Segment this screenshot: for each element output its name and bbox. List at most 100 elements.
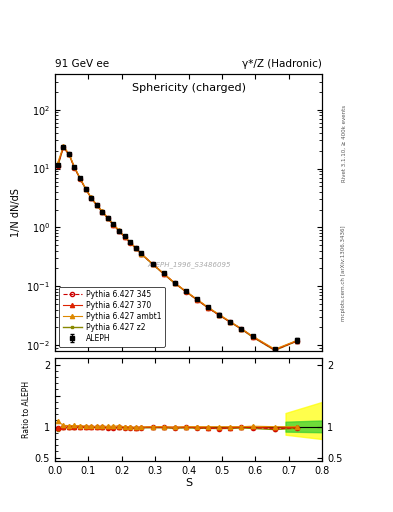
Pythia 6.427 ambt1	[78, 175, 83, 181]
Pythia 6.427 370	[105, 215, 110, 221]
Pythia 6.427 ambt1	[172, 280, 177, 286]
Pythia 6.427 370	[100, 209, 105, 215]
Pythia 6.427 345	[228, 319, 233, 325]
Pythia 6.427 345	[184, 288, 188, 294]
Pythia 6.427 345	[72, 164, 77, 170]
Pythia 6.427 ambt1	[295, 337, 299, 344]
Pythia 6.427 345	[150, 261, 155, 267]
Legend: Pythia 6.427 345, Pythia 6.427 370, Pythia 6.427 ambt1, Pythia 6.427 z2, ALEPH: Pythia 6.427 345, Pythia 6.427 370, Pyth…	[59, 287, 165, 347]
Pythia 6.427 z2	[150, 261, 155, 267]
Pythia 6.427 ambt1	[150, 261, 155, 267]
Pythia 6.427 ambt1	[89, 195, 94, 201]
Pythia 6.427 345	[217, 312, 222, 318]
Pythia 6.427 370	[272, 347, 277, 353]
Pythia 6.427 370	[55, 162, 60, 168]
Pythia 6.427 345	[239, 326, 244, 332]
Pythia 6.427 z2	[117, 228, 121, 234]
Pythia 6.427 345	[128, 240, 132, 246]
Pythia 6.427 370	[94, 202, 99, 208]
Pythia 6.427 ambt1	[272, 346, 277, 352]
Pythia 6.427 370	[239, 326, 244, 332]
Pythia 6.427 370	[250, 333, 255, 339]
Pythia 6.427 345	[55, 162, 60, 168]
Pythia 6.427 345	[295, 338, 299, 344]
Pythia 6.427 z2	[184, 289, 188, 295]
Pythia 6.427 345	[105, 215, 110, 221]
Pythia 6.427 z2	[83, 186, 88, 192]
Pythia 6.427 345	[78, 176, 83, 182]
Y-axis label: Ratio to ALEPH: Ratio to ALEPH	[22, 381, 31, 438]
Pythia 6.427 345	[172, 280, 177, 286]
Line: Pythia 6.427 345: Pythia 6.427 345	[55, 145, 299, 352]
Pythia 6.427 370	[134, 245, 138, 251]
Pythia 6.427 ambt1	[139, 250, 143, 257]
Pythia 6.427 z2	[139, 251, 143, 257]
Text: ALEPH_1996_S3486095: ALEPH_1996_S3486095	[147, 261, 230, 268]
Pythia 6.427 ambt1	[117, 227, 121, 233]
Y-axis label: 1/N dN/dS: 1/N dN/dS	[11, 188, 21, 237]
Pythia 6.427 370	[172, 280, 177, 286]
Line: Pythia 6.427 ambt1: Pythia 6.427 ambt1	[55, 144, 299, 351]
Pythia 6.427 z2	[172, 280, 177, 286]
Pythia 6.427 ambt1	[72, 164, 77, 170]
Pythia 6.427 z2	[72, 164, 77, 170]
Pythia 6.427 z2	[78, 176, 83, 182]
Pythia 6.427 345	[111, 222, 116, 228]
Pythia 6.427 ambt1	[61, 143, 66, 149]
Pythia 6.427 ambt1	[83, 185, 88, 191]
Text: Sphericity (charged): Sphericity (charged)	[132, 82, 246, 93]
Pythia 6.427 z2	[122, 234, 127, 240]
Pythia 6.427 345	[94, 202, 99, 208]
Pythia 6.427 370	[83, 186, 88, 192]
Pythia 6.427 z2	[55, 163, 60, 169]
Pythia 6.427 345	[272, 347, 277, 353]
Pythia 6.427 z2	[100, 209, 105, 215]
Text: γ*/Z (Hadronic): γ*/Z (Hadronic)	[242, 59, 322, 69]
Pythia 6.427 370	[89, 195, 94, 201]
Pythia 6.427 345	[134, 245, 138, 251]
Pythia 6.427 345	[122, 234, 127, 240]
Pythia 6.427 345	[250, 334, 255, 340]
Pythia 6.427 370	[295, 337, 299, 344]
Pythia 6.427 370	[117, 228, 121, 234]
Pythia 6.427 ambt1	[128, 239, 132, 245]
Pythia 6.427 z2	[61, 144, 66, 151]
Pythia 6.427 345	[100, 209, 105, 215]
Pythia 6.427 370	[161, 270, 166, 276]
Pythia 6.427 z2	[195, 297, 199, 303]
Pythia 6.427 z2	[228, 319, 233, 326]
Pythia 6.427 ambt1	[161, 270, 166, 276]
Pythia 6.427 ambt1	[184, 288, 188, 294]
Pythia 6.427 ambt1	[94, 202, 99, 208]
Pythia 6.427 345	[206, 305, 210, 311]
Pythia 6.427 345	[139, 251, 143, 257]
Pythia 6.427 370	[128, 240, 132, 246]
Pythia 6.427 370	[67, 151, 72, 157]
Pythia 6.427 ambt1	[195, 296, 199, 302]
Pythia 6.427 370	[217, 312, 222, 318]
Pythia 6.427 345	[83, 186, 88, 192]
Pythia 6.427 345	[67, 152, 72, 158]
Pythia 6.427 345	[89, 195, 94, 201]
Pythia 6.427 370	[122, 233, 127, 240]
Pythia 6.427 370	[150, 261, 155, 267]
Pythia 6.427 ambt1	[67, 151, 72, 157]
Pythia 6.427 z2	[239, 326, 244, 332]
Pythia 6.427 z2	[134, 245, 138, 251]
Pythia 6.427 z2	[250, 334, 255, 340]
Pythia 6.427 z2	[94, 202, 99, 208]
Pythia 6.427 ambt1	[228, 318, 233, 325]
Pythia 6.427 ambt1	[250, 333, 255, 339]
Pythia 6.427 370	[78, 176, 83, 182]
Pythia 6.427 345	[161, 271, 166, 277]
Pythia 6.427 z2	[89, 195, 94, 201]
Pythia 6.427 ambt1	[55, 160, 60, 166]
Pythia 6.427 ambt1	[134, 245, 138, 251]
Pythia 6.427 z2	[111, 222, 116, 228]
Pythia 6.427 370	[72, 164, 77, 170]
Pythia 6.427 ambt1	[122, 233, 127, 240]
Line: Pythia 6.427 370: Pythia 6.427 370	[55, 145, 299, 352]
Pythia 6.427 z2	[206, 305, 210, 311]
Pythia 6.427 370	[228, 319, 233, 325]
Pythia 6.427 ambt1	[100, 208, 105, 215]
